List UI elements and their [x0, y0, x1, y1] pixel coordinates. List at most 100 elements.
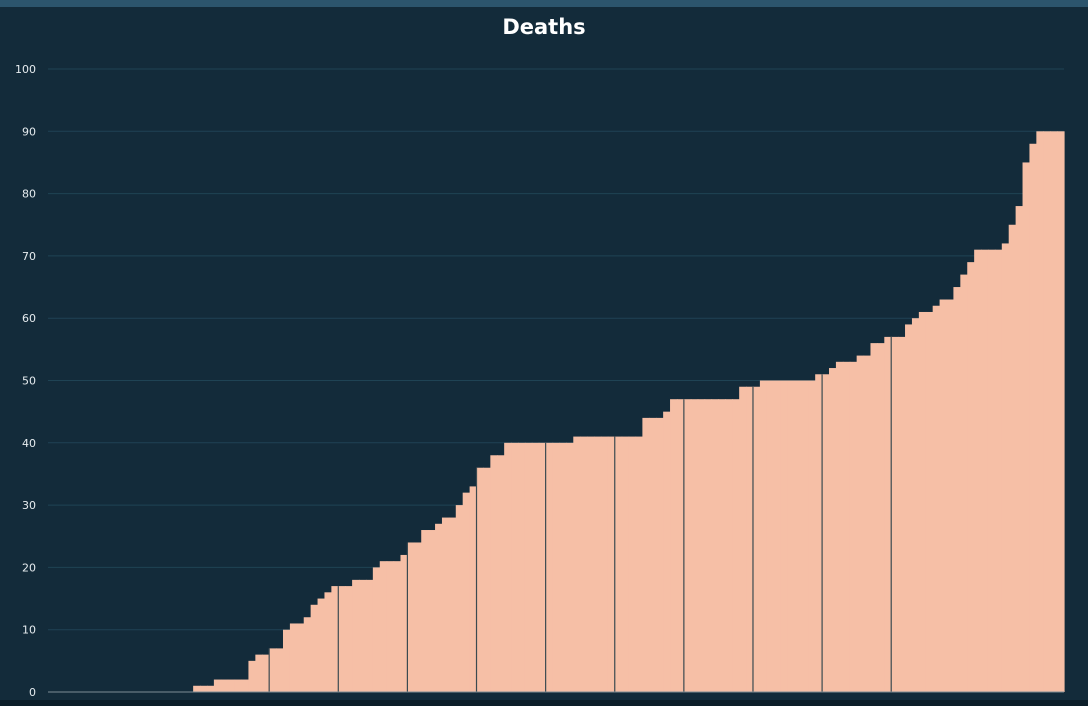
- bar: [310, 604, 319, 692]
- bar: [939, 299, 948, 692]
- bar: [994, 249, 1003, 693]
- bar: [815, 374, 823, 692]
- bar: [407, 542, 415, 692]
- chart-title: Deaths: [502, 15, 586, 39]
- bottom-border: [0, 700, 1088, 706]
- bar: [953, 287, 961, 692]
- bar: [282, 629, 291, 692]
- y-tick-label: 90: [22, 125, 36, 138]
- bar: [269, 648, 277, 692]
- bar: [628, 436, 637, 692]
- bar: [925, 311, 934, 692]
- bar: [338, 586, 346, 692]
- bar: [621, 436, 630, 692]
- bar: [614, 436, 623, 692]
- bar: [531, 442, 540, 692]
- y-tick-label: 70: [22, 250, 36, 263]
- bar: [303, 617, 312, 692]
- bar: [835, 361, 844, 692]
- bar: [545, 442, 554, 692]
- bar: [193, 685, 201, 692]
- y-tick-label: 60: [22, 312, 36, 325]
- y-tick-label: 50: [22, 375, 36, 388]
- y-axis-ticks: 0 10 20 30 40 50 60 70 80 90 100: [15, 63, 36, 699]
- bar: [435, 523, 443, 692]
- bar: [497, 455, 505, 692]
- y-tick-label: 30: [22, 499, 36, 512]
- y-tick-label: 0: [29, 686, 36, 699]
- bar: [573, 436, 581, 692]
- bar: [690, 399, 699, 692]
- bar: [490, 455, 498, 692]
- bar: [1008, 224, 1017, 692]
- y-tick-label: 80: [22, 188, 36, 201]
- bar: [324, 592, 332, 692]
- bar: [1036, 131, 1044, 693]
- bar: [787, 380, 796, 692]
- bar: [476, 467, 485, 692]
- bar: [296, 623, 305, 692]
- bar: [974, 249, 982, 693]
- y-tick-label: 100: [15, 63, 36, 76]
- bar: [1001, 243, 1010, 692]
- bar: [400, 554, 408, 692]
- bar: [441, 517, 450, 692]
- y-tick-label: 40: [22, 437, 36, 450]
- bar: [711, 399, 720, 692]
- bar: [946, 299, 955, 692]
- bar: [200, 685, 208, 692]
- bar: [877, 343, 885, 692]
- bar: [642, 417, 650, 692]
- bar: [663, 411, 671, 692]
- bar: [842, 361, 851, 692]
- bar: [752, 386, 761, 692]
- bars: [193, 131, 1065, 693]
- bar: [262, 654, 270, 692]
- bar: [248, 660, 256, 692]
- bar: [656, 417, 664, 692]
- bar: [372, 567, 381, 692]
- bar: [1015, 206, 1024, 692]
- bar: [289, 623, 298, 692]
- bar: [607, 436, 616, 692]
- bar: [517, 442, 526, 692]
- bar: [829, 368, 837, 692]
- bar: [552, 442, 561, 692]
- bar: [255, 654, 263, 692]
- bar: [759, 380, 768, 692]
- bar: [808, 380, 816, 692]
- bar: [393, 561, 402, 692]
- bar: [766, 380, 775, 692]
- bar: [732, 399, 740, 692]
- bar: [331, 586, 339, 692]
- bar: [524, 442, 533, 692]
- bar: [511, 442, 519, 692]
- bar: [898, 336, 906, 692]
- bar: [455, 505, 464, 692]
- bar: [635, 436, 643, 692]
- bar: [718, 399, 726, 692]
- bar: [559, 442, 567, 692]
- bar: [448, 517, 457, 692]
- bar: [414, 542, 422, 692]
- bar: [1057, 131, 1065, 693]
- y-tick-label: 20: [22, 561, 36, 574]
- bar: [960, 274, 968, 692]
- y-tick-label: 10: [22, 624, 36, 637]
- bar: [276, 648, 284, 692]
- bar: [241, 679, 250, 692]
- bar: [227, 679, 236, 692]
- bar: [1029, 143, 1037, 692]
- bar: [801, 380, 809, 692]
- bar: [905, 324, 913, 692]
- bar: [421, 530, 429, 692]
- top-border: [0, 0, 1088, 7]
- bar: [234, 679, 243, 692]
- bar: [746, 386, 754, 692]
- bar: [725, 399, 733, 692]
- bar: [794, 380, 802, 692]
- bar: [587, 436, 595, 692]
- bar: [649, 417, 657, 692]
